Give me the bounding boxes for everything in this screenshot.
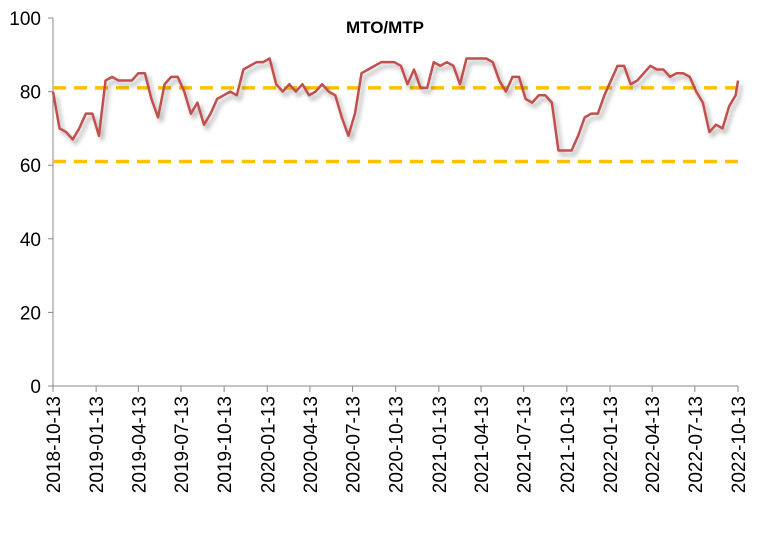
x-tick-label: 2020-10-13: [387, 396, 408, 493]
y-tick-label: 20: [20, 303, 41, 324]
x-tick-label: 2019-01-13: [87, 396, 108, 493]
x-tick-label: 2021-04-13: [472, 396, 493, 493]
x-tick-label: 2022-07-13: [686, 396, 707, 493]
x-tick-label: 2019-04-13: [129, 396, 150, 493]
y-tick-label: 40: [20, 230, 41, 251]
x-tick-label: 2022-01-13: [601, 396, 622, 493]
chart-title: MTO/MTP: [346, 18, 424, 37]
x-tick-label: 2021-10-13: [558, 396, 579, 493]
x-tick-label: 2019-07-13: [172, 396, 193, 493]
x-tick-label: 2020-01-13: [258, 396, 279, 493]
x-tick-label: 2019-10-13: [215, 396, 236, 493]
y-tick-label: 0: [30, 377, 41, 398]
data-line: [51, 57, 740, 152]
x-tick-label: 2021-01-13: [430, 396, 451, 493]
x-tick-label: 2018-10-13: [44, 396, 65, 493]
y-tick-label: 80: [20, 83, 41, 104]
y-tick-label: 60: [20, 156, 41, 177]
x-tick-label: 2020-07-13: [344, 396, 365, 493]
y-tick-label: 100: [9, 9, 41, 30]
x-tick-label: 2022-04-13: [643, 396, 664, 493]
x-tick-label: 2020-04-13: [301, 396, 322, 493]
x-tick-label: 2021-07-13: [515, 396, 536, 493]
x-tick-label: 2022-10-13: [729, 396, 750, 493]
